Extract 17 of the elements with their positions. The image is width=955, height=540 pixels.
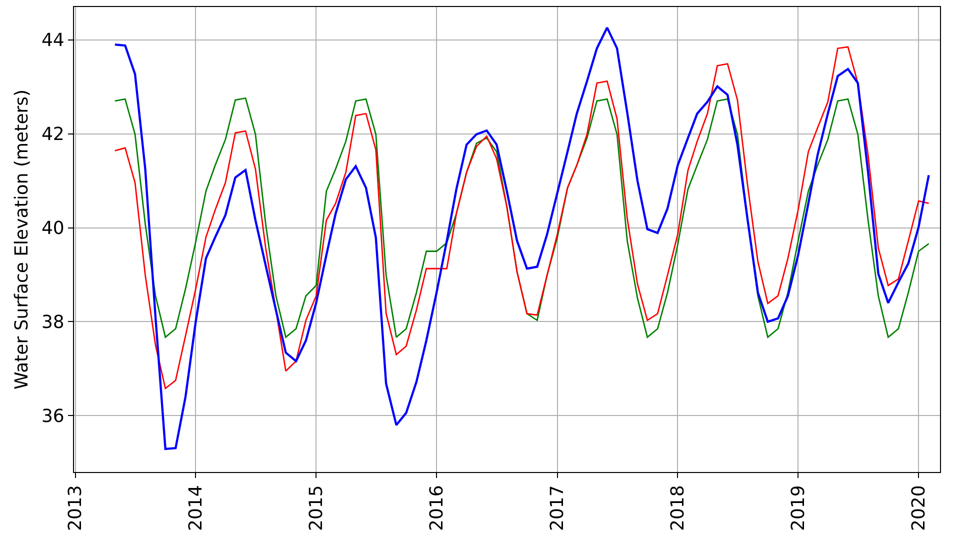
x-tick-label: 2018 bbox=[668, 485, 689, 532]
line-series bbox=[114, 26, 930, 450]
line-series bbox=[114, 46, 930, 390]
y-axis-title: Water Surface Elevation (meters) bbox=[12, 89, 33, 390]
x-tick-label: 2013 bbox=[65, 485, 86, 532]
y-tick-label: 44 bbox=[41, 30, 64, 52]
x-tick-label: 2017 bbox=[547, 485, 568, 532]
y-tick-label: 38 bbox=[41, 312, 64, 333]
x-tick-label: 2019 bbox=[788, 485, 809, 532]
x-tick-label: 2015 bbox=[306, 485, 327, 532]
x-tick-label: 2020 bbox=[908, 485, 930, 532]
y-tick-label: 36 bbox=[41, 406, 64, 427]
y-tick-label: 42 bbox=[41, 124, 64, 146]
y-tick-label: 40 bbox=[41, 218, 64, 240]
x-tick-label: 2014 bbox=[186, 485, 207, 532]
line-series bbox=[114, 97, 930, 338]
x-tick-label: 2016 bbox=[426, 485, 448, 532]
